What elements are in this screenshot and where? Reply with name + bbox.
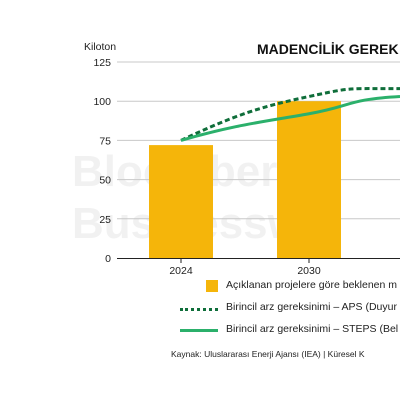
- legend-label-bars: Açıklanan projelere göre beklenen m: [226, 279, 398, 291]
- chart-title: MADENCİLİK GEREK: [257, 41, 399, 57]
- series-line-steps: [180, 94, 400, 142]
- legend-swatch-bar: [206, 280, 218, 292]
- bar-2024: [149, 145, 213, 258]
- y-tick-label: 25: [99, 214, 111, 226]
- legend-label-aps: Birincil arz gereksinimi – APS (Duyur: [226, 301, 397, 313]
- y-tick-labels: 0 25 50 75 100 125: [93, 57, 111, 265]
- x-ticks: 2024 2030: [169, 258, 321, 277]
- x-tick-label: 2030: [297, 265, 321, 277]
- y-tick-label: 100: [93, 96, 111, 108]
- y-tick-label: 125: [93, 57, 111, 69]
- legend-label-steps: Birincil arz gereksinimi – STEPS (Bel: [226, 323, 399, 335]
- y-tick-label: 0: [105, 253, 111, 265]
- y-tick-label: 50: [99, 175, 111, 187]
- legend-item-aps: Birincil arz gereksinimi – APS (Duyur: [180, 298, 400, 320]
- legend-item-bars: Açıklanan projelere göre beklenen m: [180, 276, 400, 298]
- legend: Açıklanan projelere göre beklenen m Biri…: [180, 276, 400, 342]
- source-note: Kaynak: Uluslararası Enerji Ajansı (IEA)…: [171, 349, 365, 359]
- legend-item-steps: Birincil arz gereksinimi – STEPS (Bel: [180, 320, 400, 342]
- series-lines: [180, 87, 400, 142]
- x-tick-label: 2024: [169, 265, 193, 277]
- y-tick-label: 75: [99, 135, 111, 147]
- legend-swatch-solid-line: [180, 329, 218, 332]
- gridlines: [117, 61, 400, 220]
- legend-swatch-dotted-line: [180, 308, 218, 311]
- bar-2030: [277, 101, 341, 258]
- y-axis-unit-label: Kiloton: [84, 41, 116, 53]
- bars: [149, 101, 341, 258]
